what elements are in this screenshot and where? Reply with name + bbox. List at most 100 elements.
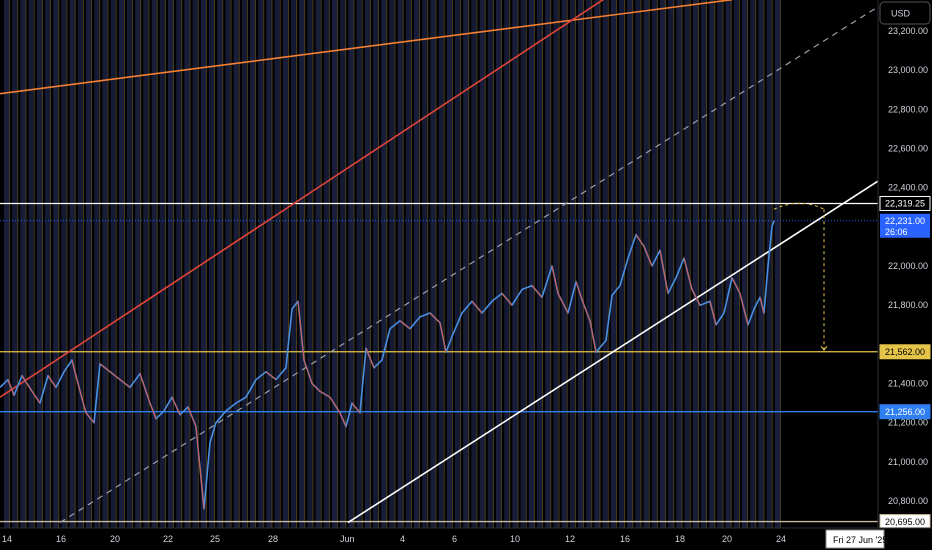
x-tick-label: 25 xyxy=(210,534,220,544)
session-band xyxy=(53,0,59,528)
price-down-segment xyxy=(85,412,95,424)
session-band xyxy=(504,0,510,528)
session-band xyxy=(676,0,682,528)
price-down-segment xyxy=(139,373,151,404)
projection-arrowhead xyxy=(820,345,828,352)
session-band xyxy=(455,0,461,528)
session-band xyxy=(282,0,288,528)
y-tick-label: 23,000.00 xyxy=(888,65,928,75)
price-down-segment xyxy=(575,281,585,306)
y-axis-ticks: 23,200.00 23,000.00 22,800.00 22,600.00 22,4… xyxy=(888,26,928,506)
session-band xyxy=(520,0,526,528)
last-price-badge xyxy=(880,213,930,238)
price-level-badge xyxy=(879,344,931,360)
session-band xyxy=(725,0,731,528)
session-band xyxy=(709,0,715,528)
session-band xyxy=(537,0,543,528)
y-tick-label: 21,200.00 xyxy=(888,418,928,428)
x-tick-label: 16 xyxy=(620,534,630,544)
price-down-segment xyxy=(303,359,313,384)
price-down-segment xyxy=(339,412,347,427)
x-tick-label: 18 xyxy=(675,534,685,544)
price-badges: 22,319.25 21,562.00 21,256.00 20,695.00 22,2… xyxy=(879,195,931,530)
session-band xyxy=(20,0,26,528)
currency-label: USD xyxy=(891,9,911,19)
y-tick-label: 21,000.00 xyxy=(888,457,928,467)
price-down-segment xyxy=(709,301,717,325)
trend-line-white xyxy=(347,179,881,524)
currency-button[interactable] xyxy=(879,1,931,25)
session-band xyxy=(463,0,469,528)
session-band xyxy=(422,0,428,528)
session-band xyxy=(307,0,313,528)
session-band xyxy=(471,0,477,528)
y-tick-label: 22,000.00 xyxy=(888,261,928,271)
session-band xyxy=(110,0,116,528)
y-tick-label: 20,800.00 xyxy=(888,496,928,506)
session-band xyxy=(209,0,215,528)
session-band xyxy=(774,0,780,528)
price-down-segment xyxy=(731,277,741,294)
price-level-label: 22,319.25 xyxy=(885,199,925,209)
price-axis[interactable] xyxy=(878,0,932,528)
session-band xyxy=(86,0,92,528)
session-band xyxy=(135,0,141,528)
session-band xyxy=(397,0,403,528)
price-down-segment xyxy=(319,390,331,398)
price-down-segment xyxy=(311,383,321,392)
session-band xyxy=(12,0,18,528)
session-band xyxy=(389,0,395,528)
price-level-label: 21,562.00 xyxy=(885,347,925,357)
session-band xyxy=(151,0,157,528)
price-down-segment xyxy=(471,300,483,314)
session-band xyxy=(578,0,584,528)
y-tick-label: 22,800.00 xyxy=(888,104,928,114)
x-tick-label: 20 xyxy=(110,534,120,544)
price-level-label: 21,256.00 xyxy=(885,407,925,417)
price-down-segment xyxy=(109,371,121,381)
session-band xyxy=(635,0,641,528)
trend-line-orange xyxy=(0,0,733,95)
session-band xyxy=(77,0,83,528)
price-down-segment xyxy=(551,265,559,294)
crosshair-date-badge xyxy=(825,529,885,549)
price-down-segment xyxy=(119,379,131,388)
price-level-label: 20,695.00 xyxy=(885,517,925,527)
price-level-badge xyxy=(879,404,931,420)
session-band xyxy=(233,0,239,528)
session-band xyxy=(299,0,305,528)
session-band xyxy=(159,0,165,528)
price-down-segment xyxy=(365,348,375,369)
session-band xyxy=(127,0,133,528)
price-down-segment xyxy=(691,289,701,306)
trend-line-dashed xyxy=(59,5,881,524)
x-tick-label: 12 xyxy=(565,534,575,544)
session-band xyxy=(118,0,124,528)
x-tick-label: 28 xyxy=(268,534,278,544)
last-price-label: 22,231.00 xyxy=(885,216,925,226)
session-band xyxy=(668,0,674,528)
price-down-segment xyxy=(195,426,205,509)
x-tick-label: 14 xyxy=(2,534,12,544)
session-band xyxy=(438,0,444,528)
session-band xyxy=(184,0,190,528)
session-band xyxy=(315,0,321,528)
x-tick-label: Jun xyxy=(340,534,355,544)
time-axis[interactable] xyxy=(0,528,932,550)
session-band xyxy=(446,0,452,528)
session-band xyxy=(36,0,42,528)
session-band xyxy=(684,0,690,528)
session-band xyxy=(4,0,10,528)
projection-arc xyxy=(773,202,825,210)
x-tick-label: 10 xyxy=(510,534,520,544)
x-tick-label: 24 xyxy=(776,534,786,544)
session-band xyxy=(627,0,633,528)
session-band xyxy=(766,0,772,528)
x-tick-label: 6 xyxy=(452,534,457,544)
price-down-segment xyxy=(429,312,441,324)
session-band xyxy=(430,0,436,528)
session-band xyxy=(610,0,616,528)
price-down-segment xyxy=(77,383,87,414)
session-band xyxy=(364,0,370,528)
